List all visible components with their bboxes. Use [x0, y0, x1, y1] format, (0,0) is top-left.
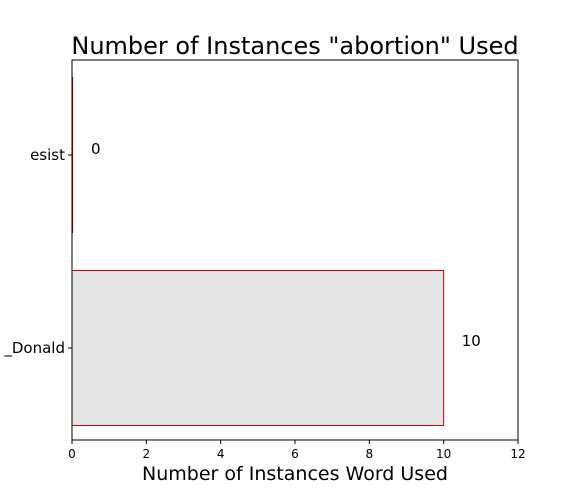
- x-tick-label: 10: [436, 447, 451, 461]
- x-tick-label: 4: [217, 447, 225, 461]
- y-ticks-group: esist _Donald: [3, 146, 72, 358]
- bar-donald: [71, 270, 445, 426]
- x-tick-label: 8: [366, 447, 374, 461]
- chart-title: Number of Instances "abortion" Used: [71, 32, 518, 60]
- data-labels-group: 0 10: [91, 140, 481, 350]
- y-tick-label: _Donald: [3, 339, 65, 358]
- x-tick-label: 0: [68, 447, 76, 461]
- bars-group: [71, 77, 445, 426]
- x-tick-label: 2: [143, 447, 151, 461]
- data-label: 0: [91, 140, 101, 158]
- y-tick-label: esist: [30, 146, 65, 164]
- x-axis-label: Number of Instances Word Used: [142, 463, 448, 485]
- data-label: 10: [462, 332, 481, 350]
- x-tick-label: 6: [291, 447, 299, 461]
- x-tick-label: 12: [510, 447, 525, 461]
- x-ticks-group: 0 2 4 6 8 10 12: [68, 440, 526, 461]
